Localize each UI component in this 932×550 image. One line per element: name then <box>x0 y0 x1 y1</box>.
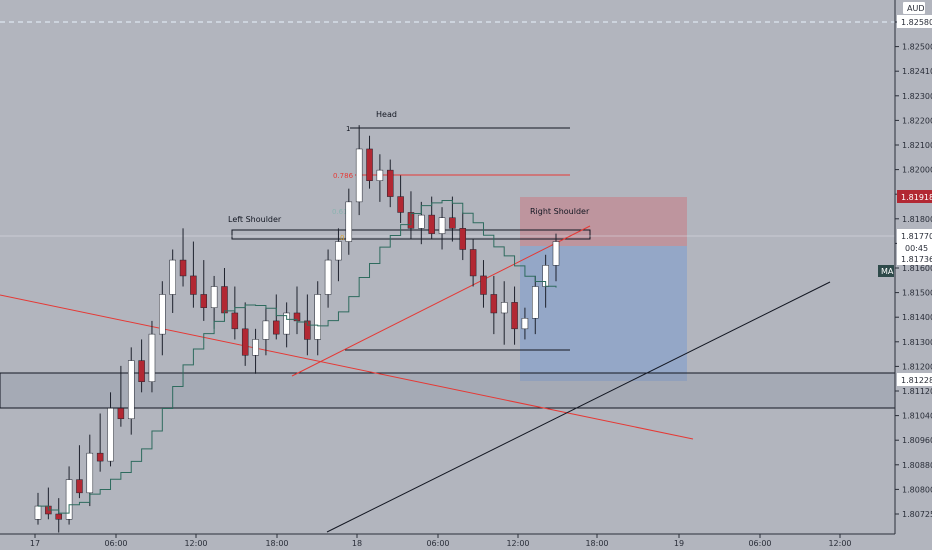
candle-up[interactable] <box>159 294 165 334</box>
candle-down[interactable] <box>139 361 145 382</box>
price-tick-label: 1.81300 <box>902 338 932 347</box>
price-tag-label: 1.81228 <box>901 376 932 385</box>
candle-down[interactable] <box>429 215 435 234</box>
candle-down[interactable] <box>201 294 207 307</box>
candle-down[interactable] <box>118 408 124 419</box>
candle-up[interactable] <box>263 321 269 340</box>
price-tick-label: 1.82100 <box>902 141 932 150</box>
time-tick-label: 19 <box>674 539 684 548</box>
candle-up[interactable] <box>356 149 362 202</box>
candle-down[interactable] <box>398 197 404 213</box>
candle-up[interactable] <box>128 361 134 419</box>
fib-label-1: 1 <box>346 125 350 133</box>
candle-up[interactable] <box>418 215 424 228</box>
price-tag-label: 1.81770 <box>901 232 932 241</box>
price-tick-label: 1.82410 <box>902 67 932 76</box>
candle-up[interactable] <box>501 302 507 313</box>
candle-down[interactable] <box>190 276 196 295</box>
price-tag-label: 1.82580 <box>901 18 932 27</box>
candle-up[interactable] <box>87 453 93 493</box>
time-tick-label: 12:00 <box>184 539 207 548</box>
time-tick-label: 12:00 <box>506 539 529 548</box>
candle-down[interactable] <box>460 228 466 249</box>
currency-label: AUD <box>907 4 925 13</box>
candle-up[interactable] <box>35 506 41 519</box>
price-tag-label: 1.81736 <box>901 255 932 264</box>
price-tick-label: 1.80725 <box>902 510 932 519</box>
time-tick-label: 12:00 <box>828 539 851 548</box>
head-label: Head <box>376 110 397 119</box>
price-tick-label: 1.82000 <box>902 166 932 175</box>
candle-up[interactable] <box>377 170 383 181</box>
fib-label-0786: 0.786 <box>333 172 354 180</box>
right-shoulder-label: Right Shoulder <box>530 207 590 216</box>
left-shoulder-label: Left Shoulder <box>228 215 282 224</box>
price-tick-label: 1.80960 <box>902 436 932 445</box>
candle-down[interactable] <box>480 276 486 295</box>
candle-up[interactable] <box>346 202 352 242</box>
candle-up[interactable] <box>315 294 321 339</box>
time-tick-label: 18:00 <box>265 539 288 548</box>
price-tick-label: 1.82200 <box>902 116 932 125</box>
candle-up[interactable] <box>522 318 528 329</box>
price-tick-label: 1.81120 <box>902 387 932 396</box>
price-tick-label: 1.81040 <box>902 412 932 421</box>
price-tick-label: 1.81200 <box>902 362 932 371</box>
price-tick-label: 1.81400 <box>902 313 932 322</box>
candle-down[interactable] <box>180 260 186 276</box>
candle-down[interactable] <box>56 514 62 519</box>
candle-down[interactable] <box>232 313 238 329</box>
candle-down[interactable] <box>449 218 455 229</box>
candle-down[interactable] <box>242 329 248 355</box>
candle-up[interactable] <box>211 287 217 308</box>
time-tick-label: 17 <box>30 539 40 548</box>
candle-up[interactable] <box>149 334 155 382</box>
price-tick-label: 1.80800 <box>902 485 932 494</box>
price-tick-label: 1.80880 <box>902 461 932 470</box>
candle-up[interactable] <box>253 339 259 355</box>
candle-up[interactable] <box>439 218 445 234</box>
candle-up[interactable] <box>553 242 559 266</box>
candle-up[interactable] <box>170 260 176 294</box>
candle-down[interactable] <box>97 453 103 461</box>
candle-down[interactable] <box>76 480 82 493</box>
candle-up[interactable] <box>108 408 114 461</box>
candle-up[interactable] <box>325 260 331 294</box>
candle-down[interactable] <box>387 170 393 196</box>
candle-down[interactable] <box>491 294 497 313</box>
time-tick-label: 06:00 <box>426 539 449 548</box>
time-tick-label: 18:00 <box>585 539 608 548</box>
time-tick-label: 18 <box>352 539 362 548</box>
price-tick-label: 1.81800 <box>902 215 932 224</box>
candle-down[interactable] <box>221 287 227 313</box>
candle-down[interactable] <box>273 321 279 334</box>
candle-down[interactable] <box>367 149 373 181</box>
price-tick-label: 1.82300 <box>902 92 932 101</box>
candle-up[interactable] <box>335 242 341 261</box>
price-tick-label: 1.81500 <box>902 289 932 298</box>
countdown-label: 00:45 <box>905 244 928 253</box>
time-tick-label: 06:00 <box>748 539 771 548</box>
candle-up[interactable] <box>532 287 538 319</box>
candle-down[interactable] <box>470 249 476 275</box>
price-tag-label: 1.81918 <box>901 193 932 202</box>
time-tick-label: 06:00 <box>104 539 127 548</box>
price-tick-label: 1.81600 <box>902 264 932 273</box>
price-tick-label: 1.82500 <box>902 43 932 52</box>
ma-badge-label: MA <box>881 267 894 276</box>
candle-down[interactable] <box>512 302 518 328</box>
